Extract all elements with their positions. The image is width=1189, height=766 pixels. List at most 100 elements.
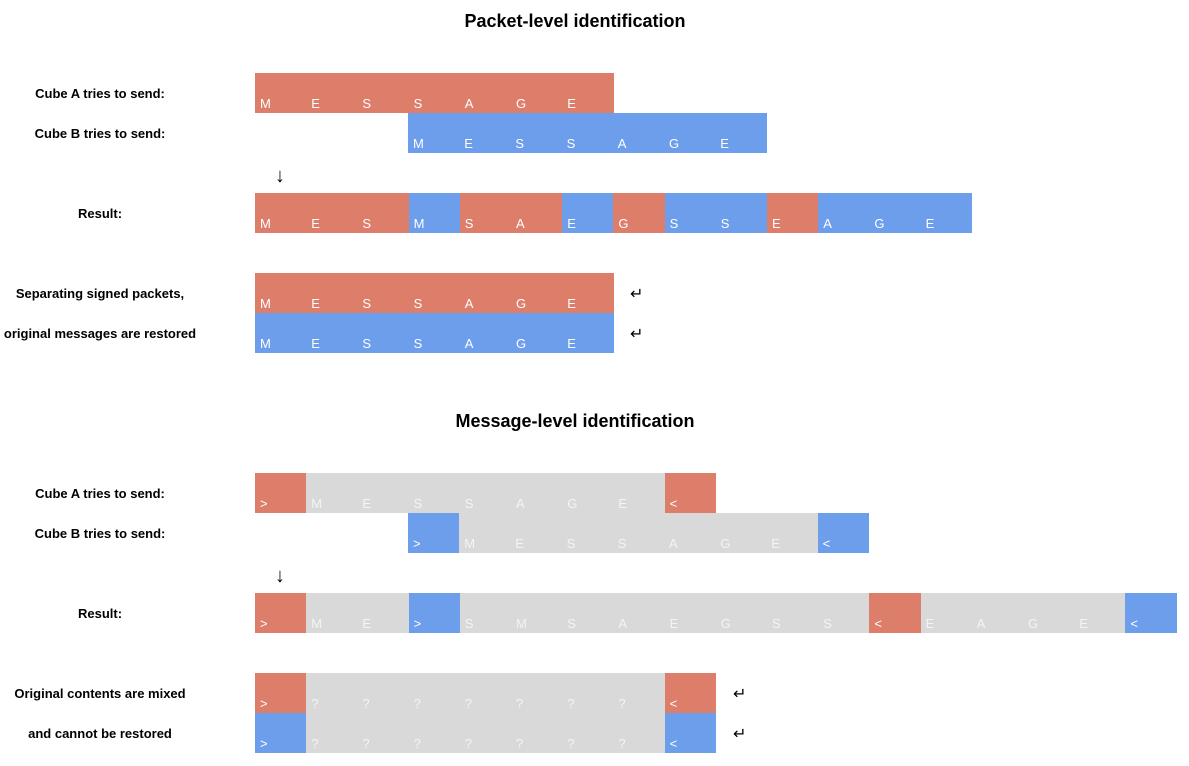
packet-cell-blue: E (562, 193, 614, 233)
packet-restored-label: original messages are restored (3, 326, 197, 341)
packet-cell-blue: > (255, 713, 307, 753)
packet-cell-red: G (511, 273, 563, 313)
packet-cell-gray: S (459, 593, 512, 633)
packet-cell-red: E (306, 193, 358, 233)
packet-cell-red: E (767, 193, 819, 233)
message-down-arrow-icon: ↓ (275, 565, 285, 587)
packet-cell-red: E (306, 273, 358, 313)
packet-cell-gray: S (818, 593, 870, 633)
message-not-restored-label: and cannot be restored (28, 726, 172, 741)
packet-cell-gray: ? (562, 673, 614, 713)
message-level-title: Message-level identification (455, 411, 695, 431)
packet-cell-blue: A (818, 193, 870, 233)
packet-cell-red: S (459, 193, 512, 233)
packet-cell-gray: G (715, 593, 768, 633)
message-cube-b-label: Cube B tries to send: (34, 526, 166, 541)
packet-result-label: Result: (77, 206, 123, 221)
packet-separating-label: Separating signed packets, (15, 286, 185, 301)
packet-cell-blue: < (1125, 593, 1178, 633)
packet-cell-red: < (869, 593, 922, 633)
packet-cube-a-label: Cube A tries to send: (35, 86, 165, 101)
packet-cell-gray: S (408, 473, 461, 513)
packet-cell-blue: G (664, 113, 716, 153)
packet-cell-gray: ? (459, 673, 512, 713)
packet-cell-blue: M (408, 113, 460, 153)
packet-cell-blue: S (408, 313, 461, 353)
packet-cell-gray: S (562, 593, 614, 633)
packet-cell-gray: M (306, 593, 358, 633)
packet-cell-blue: S (664, 193, 717, 233)
packet-cell-red: M (255, 273, 307, 313)
packet-cell-red: E (306, 73, 358, 113)
packet-cell-blue: S (715, 193, 768, 233)
packet-cell-gray: E (920, 593, 973, 633)
packet-cell-gray: A (664, 513, 716, 553)
packet-cell-blue: A (459, 313, 512, 353)
packet-cell-gray: M (306, 473, 358, 513)
packet-cell-blue: M (408, 193, 461, 233)
packet-cell-gray: E (357, 593, 410, 633)
packet-cell-gray: ? (408, 673, 461, 713)
packet-cell-red: S (357, 273, 410, 313)
packet-cell-blue: G (511, 313, 563, 353)
packet-cell-blue: < (817, 513, 870, 553)
packet-cell-red: E (562, 273, 614, 313)
return-icon: ↵ (733, 686, 747, 703)
packet-cell-gray: ? (306, 673, 358, 713)
packet-cell-gray: ? (357, 673, 410, 713)
packet-cell-red: M (255, 73, 307, 113)
packet-cell-gray: M (459, 513, 511, 553)
packet-cell-gray: S (561, 513, 614, 553)
packet-cell-gray: E (613, 473, 666, 513)
packet-cube-b-label: Cube B tries to send: (34, 126, 166, 141)
packet-cell-gray: G (562, 473, 614, 513)
packet-cell-gray: ? (306, 713, 358, 753)
packet-cell-red: S (357, 73, 410, 113)
packet-cell-gray: A (613, 593, 666, 633)
packet-cell-gray: E (357, 473, 410, 513)
packet-cell-red: > (255, 593, 307, 633)
packet-cell-blue: A (612, 113, 665, 153)
packet-cell-gray: ? (511, 673, 563, 713)
packet-cell-red: > (255, 673, 307, 713)
packet-cell-gray: ? (613, 673, 666, 713)
packet-cell-red: A (511, 193, 563, 233)
message-result-label: Result: (77, 606, 123, 621)
packet-cell-red: S (357, 193, 410, 233)
packet-cell-blue: M (255, 313, 307, 353)
message-mixed-label: Original contents are mixed (14, 686, 186, 701)
packet-cell-red: < (664, 473, 717, 513)
packet-cell-red: S (408, 73, 461, 113)
packet-cell-red: E (562, 73, 614, 113)
packet-cell-blue: S (510, 113, 563, 153)
packet-cell-red: A (459, 273, 512, 313)
packet-down-arrow-icon: ↓ (275, 165, 285, 187)
message-cube-a-label: Cube A tries to send: (35, 486, 165, 501)
return-icon: ↵ (733, 726, 747, 743)
packet-cell-gray: S (459, 473, 512, 513)
packet-cell-blue: S (357, 313, 410, 353)
packet-cell-red: M (255, 193, 307, 233)
packet-cell-gray: ? (408, 713, 461, 753)
packet-cell-red: > (255, 473, 307, 513)
packet-cell-blue: < (664, 713, 717, 753)
packet-cell-gray: ? (511, 713, 563, 753)
return-icon: ↵ (630, 326, 644, 343)
packet-cell-gray: G (715, 513, 767, 553)
packet-cell-blue: E (920, 193, 973, 233)
packet-cell-red: A (459, 73, 512, 113)
packet-cell-red: G (613, 193, 666, 233)
packet-cell-red: G (511, 73, 563, 113)
packet-cell-gray: ? (459, 713, 512, 753)
packet-cell-gray: E (664, 593, 717, 633)
packet-cell-gray: S (612, 513, 665, 553)
packet-cell-blue: E (306, 313, 358, 353)
return-icon: ↵ (630, 286, 644, 303)
packet-cell-blue: E (459, 113, 511, 153)
packet-cell-gray: E (1074, 593, 1126, 633)
packet-cell-gray: M (511, 593, 563, 633)
packet-level-title: Packet-level identification (464, 11, 686, 31)
packet-cell-gray: A (511, 473, 563, 513)
packet-cell-red: S (408, 273, 461, 313)
packet-cell-gray: E (766, 513, 819, 553)
